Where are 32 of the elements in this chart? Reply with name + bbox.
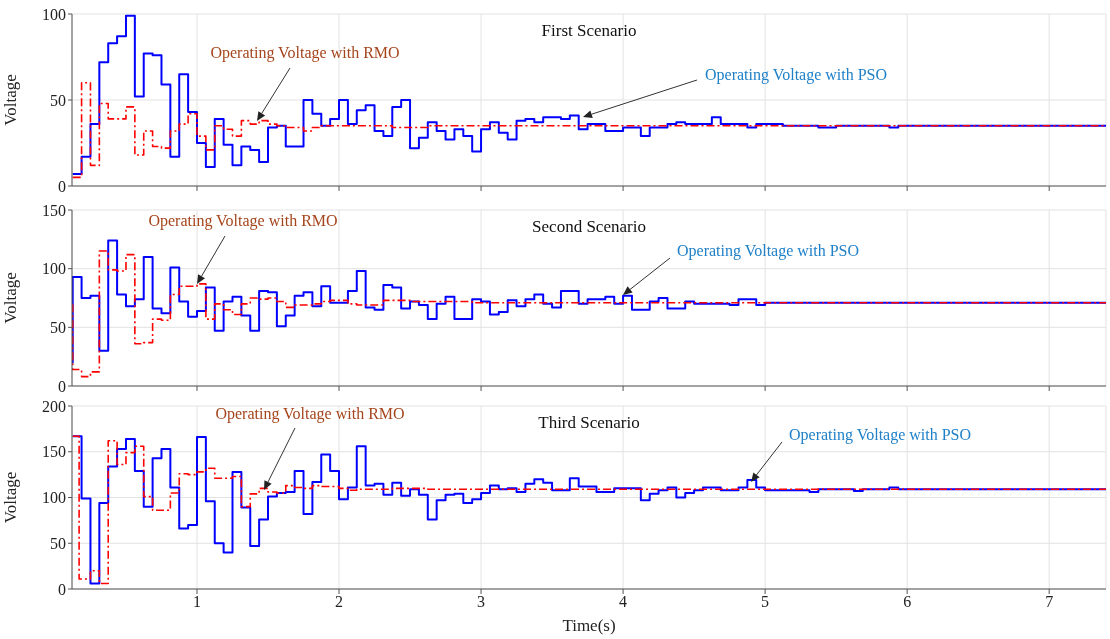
y-tick-label: 150 (42, 443, 66, 461)
y-tick-label: 0 (58, 580, 66, 598)
y-tick-label: 50 (50, 534, 66, 552)
y-tick-label: 100 (42, 260, 66, 278)
annotation: Operating Voltage with RMO (148, 212, 338, 230)
y-tick-label: 200 (42, 397, 66, 415)
annotation: Operating Voltage with RMO (215, 405, 405, 423)
chart-title: Third Scenario (538, 413, 640, 432)
y-tick-label: 100 (42, 489, 66, 507)
y-axis-title: Voltage (1, 74, 21, 126)
x-tick-label: 5 (761, 593, 770, 611)
y-axis-title: Voltage (1, 471, 21, 524)
x-tick-label: 1 (192, 593, 201, 611)
y-tick-label: 100 (42, 5, 66, 23)
y-tick-label: 50 (50, 91, 66, 109)
chart-title: First Scenario (541, 21, 637, 40)
y-tick-label: 150 (42, 201, 66, 219)
annotation: Operating Voltage with PSO (677, 242, 860, 260)
x-tick-label: 7 (1045, 593, 1054, 611)
x-axis-title: Time(s) (562, 616, 616, 635)
x-tick-label: 2 (335, 593, 344, 611)
x-tick-label: 4 (619, 593, 628, 611)
y-tick-label: 0 (58, 377, 66, 395)
annotation: Operating Voltage with RMO (210, 44, 400, 62)
chart-title: Second Scenario (532, 217, 646, 236)
annotation: Operating Voltage with PSO (705, 66, 888, 84)
x-tick-label: 3 (477, 593, 486, 611)
y-axis-title: Voltage (1, 272, 21, 324)
y-tick-label: 50 (50, 319, 66, 337)
x-tick-label: 6 (903, 593, 912, 611)
annotation: Operating Voltage with PSO (789, 426, 972, 444)
y-tick-label: 0 (58, 177, 66, 195)
